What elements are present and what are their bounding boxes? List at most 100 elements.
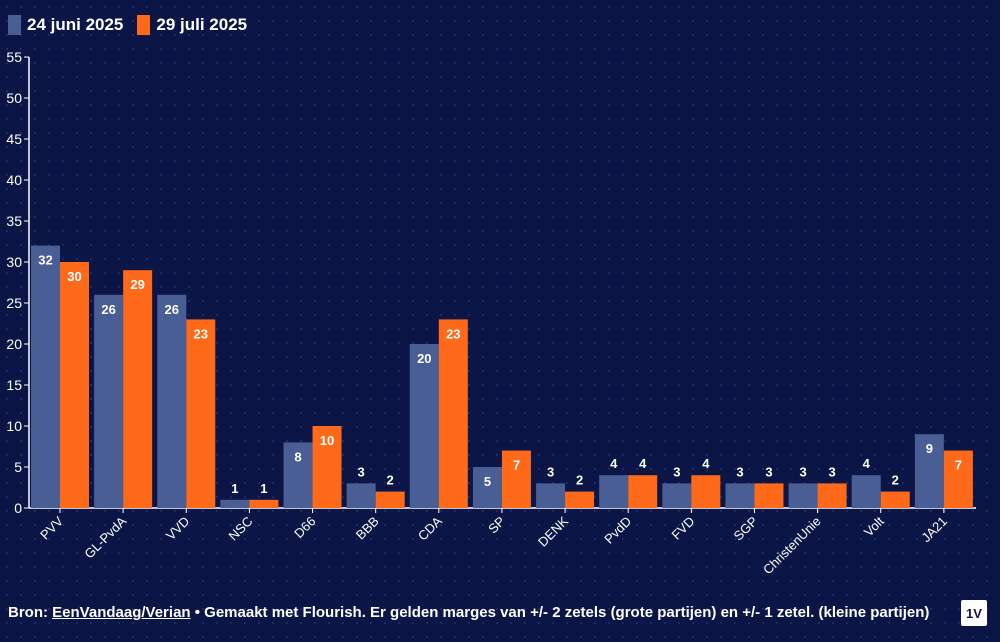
y-tick-label: 15 xyxy=(6,377,22,393)
bar xyxy=(220,499,250,508)
footer-text: • Gemaakt met Flourish. Er gelden marges… xyxy=(190,604,930,621)
data-label: 3 xyxy=(736,464,743,479)
x-tick-label: SP xyxy=(485,514,508,537)
data-label: 4 xyxy=(863,456,871,471)
bar xyxy=(94,294,124,508)
data-label: 2 xyxy=(892,473,899,488)
data-label: 8 xyxy=(294,449,301,464)
y-tick-label: 30 xyxy=(6,254,22,270)
data-label: 1 xyxy=(260,481,267,496)
x-tick-label: BBB xyxy=(353,514,382,543)
y-tick-label: 40 xyxy=(6,172,22,188)
x-tick-label: DENK xyxy=(535,513,571,549)
data-label: 4 xyxy=(639,456,647,471)
data-label: 3 xyxy=(799,464,806,479)
bar xyxy=(817,483,847,508)
bar xyxy=(914,434,944,508)
bar xyxy=(788,483,818,508)
x-tick-label: SGP xyxy=(731,514,761,544)
data-label: 26 xyxy=(101,302,115,317)
bar xyxy=(501,450,531,508)
y-tick-label: 50 xyxy=(6,90,22,106)
bar xyxy=(599,475,629,508)
data-label: 4 xyxy=(702,456,710,471)
legend-item-series-1[interactable]: 24 juni 2025 xyxy=(8,15,123,35)
x-tick-label: GL-PvdA xyxy=(81,513,129,561)
bar xyxy=(157,294,187,508)
data-label: 1 xyxy=(231,481,238,496)
bar xyxy=(628,475,658,508)
source-link[interactable]: EenVandaag/Verian xyxy=(52,604,191,621)
eenvandaag-logo: 1V xyxy=(961,600,987,626)
data-label: 3 xyxy=(673,464,680,479)
bar xyxy=(691,475,721,508)
bar xyxy=(283,442,313,508)
footer-note: Bron: EenVandaag/Verian • Gemaakt met Fl… xyxy=(8,604,929,621)
bar xyxy=(536,483,566,508)
bar xyxy=(438,319,468,508)
data-label: 9 xyxy=(926,441,933,456)
data-label: 23 xyxy=(194,326,208,341)
data-label: 2 xyxy=(387,473,394,488)
x-tick-label: ChristenUnie xyxy=(760,514,824,578)
data-label: 30 xyxy=(67,269,81,284)
bar xyxy=(375,491,405,508)
bar-chart: 05101520253035404550553230PVV2629GL-PvdA… xyxy=(6,49,976,578)
x-tick-label: JA21 xyxy=(918,514,950,546)
footer-prefix: Bron: xyxy=(8,604,53,621)
data-label: 26 xyxy=(165,302,179,317)
data-label: 3 xyxy=(828,464,835,479)
y-tick-label: 45 xyxy=(6,131,22,147)
bar xyxy=(60,262,89,508)
data-label: 4 xyxy=(610,456,618,471)
bar xyxy=(472,467,502,508)
bar xyxy=(880,491,910,508)
x-tick-label: PVV xyxy=(37,513,66,542)
y-tick-label: 10 xyxy=(6,418,22,434)
x-tick-label: NSC xyxy=(226,514,256,544)
data-label: 10 xyxy=(320,433,334,448)
x-tick-label: Volt xyxy=(861,513,887,539)
bar xyxy=(346,483,376,508)
bar xyxy=(662,483,692,508)
legend-swatch-series-1 xyxy=(8,15,21,35)
bar xyxy=(31,245,60,508)
y-tick-label: 5 xyxy=(14,459,22,475)
legend-item-series-2[interactable]: 29 juli 2025 xyxy=(137,15,247,35)
legend-label-series-1: 24 juni 2025 xyxy=(27,15,124,34)
data-label: 23 xyxy=(446,326,460,341)
x-tick-label: FVD xyxy=(668,514,697,543)
x-tick-label: CDA xyxy=(415,513,445,543)
data-label: 7 xyxy=(513,458,520,473)
bar xyxy=(851,475,881,508)
y-tick-label: 25 xyxy=(6,295,22,311)
y-tick-label: 55 xyxy=(6,49,22,65)
data-label: 29 xyxy=(130,277,144,292)
data-label: 20 xyxy=(417,351,431,366)
bar xyxy=(943,450,973,508)
bar xyxy=(186,319,216,508)
legend-swatch-series-2 xyxy=(137,15,151,35)
bar xyxy=(409,344,439,508)
y-tick-label: 0 xyxy=(14,500,22,516)
y-tick-label: 20 xyxy=(6,336,22,352)
data-label: 3 xyxy=(547,464,554,479)
data-label: 32 xyxy=(38,253,52,268)
bar xyxy=(249,499,279,508)
bar xyxy=(565,491,595,508)
x-tick-label: VVD xyxy=(163,514,193,544)
data-label: 3 xyxy=(765,464,772,479)
bar xyxy=(123,270,153,508)
bar xyxy=(312,426,342,508)
data-label: 7 xyxy=(955,458,962,473)
bar xyxy=(754,483,784,508)
x-tick-label: D66 xyxy=(291,514,318,541)
data-label: 3 xyxy=(358,464,365,479)
data-label: 2 xyxy=(576,473,583,488)
x-tick-label: PvdD xyxy=(601,514,634,547)
data-label: 5 xyxy=(484,474,491,489)
y-tick-label: 35 xyxy=(6,213,22,229)
bar xyxy=(725,483,755,508)
legend-label-series-2: 29 juli 2025 xyxy=(156,15,248,34)
legend: 24 juni 2025 29 juli 2025 xyxy=(8,15,247,35)
